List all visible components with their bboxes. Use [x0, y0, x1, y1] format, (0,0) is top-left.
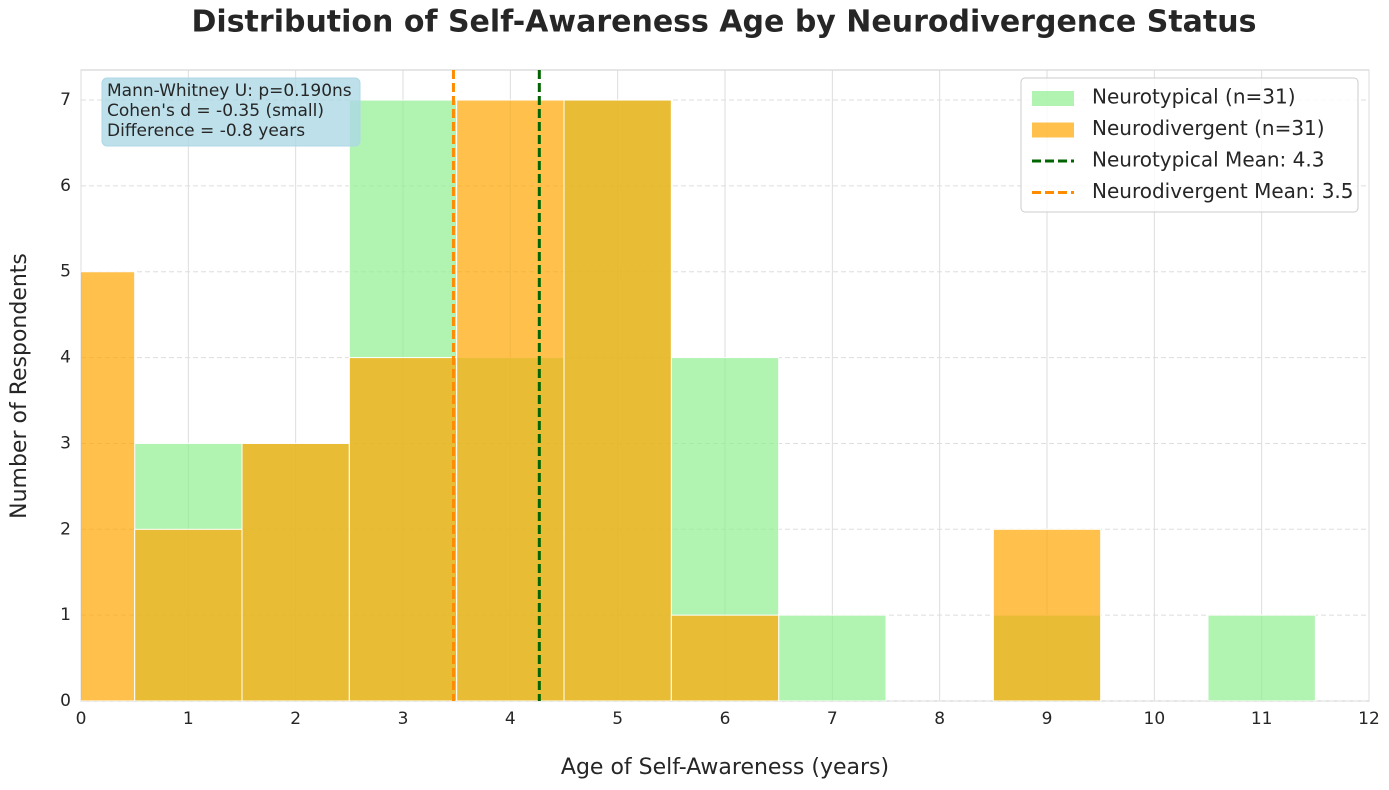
bar: [456, 99, 565, 701]
x-tick-label: 2: [290, 709, 301, 729]
y-tick-label: 0: [60, 691, 71, 711]
legend-label: Neurodivergent (n=31): [1092, 116, 1325, 140]
annotation-text: Cohen's d = -0.35 (small): [107, 101, 324, 121]
x-tick-label: 10: [1144, 709, 1166, 729]
bar: [81, 271, 136, 701]
x-tick-label: 9: [1042, 709, 1053, 729]
annotation-text: Mann-Whitney U: p=0.190ns: [107, 81, 352, 101]
bar: [348, 357, 458, 701]
y-tick-label: 4: [60, 348, 71, 368]
y-tick-label: 1: [60, 605, 71, 625]
y-tick-label: 5: [60, 262, 71, 282]
bar: [992, 528, 1102, 701]
x-tick-label: 3: [398, 709, 409, 729]
x-tick-label: 1: [183, 709, 194, 729]
chart-title: Distribution of Self-Awareness Age by Ne…: [192, 5, 1257, 40]
x-tick-label: 11: [1251, 709, 1273, 729]
y-tick-label: 3: [60, 433, 71, 453]
legend-swatch: [1032, 122, 1074, 138]
bar: [563, 99, 672, 701]
x-axis-label: Age of Self-Awareness (years): [561, 755, 889, 780]
x-tick-label: 5: [612, 709, 623, 729]
y-axis-label: Number of Respondents: [7, 253, 32, 519]
y-tick-label: 6: [60, 176, 71, 196]
bars: [81, 70, 1316, 701]
bar: [778, 614, 887, 701]
legend-box: [1020, 77, 1359, 213]
annotation-box: [101, 77, 361, 147]
x-tick-label: 8: [934, 709, 945, 729]
x-tick-label: 7: [827, 709, 838, 729]
x-tick-label: 6: [720, 709, 731, 729]
y-tick-label: 7: [60, 90, 71, 110]
x-tick-label: 4: [505, 709, 516, 729]
x-tick-label: 12: [1358, 709, 1380, 729]
bar: [670, 614, 780, 701]
bar: [1207, 614, 1316, 701]
bar: [134, 528, 243, 701]
bar: [241, 442, 350, 701]
annotation-text: Difference = -0.8 years: [107, 121, 305, 141]
legend-label: Neurotypical Mean: 4.3: [1092, 148, 1324, 172]
y-tick-label: 2: [60, 519, 71, 539]
legend-label: Neurotypical (n=31): [1092, 85, 1296, 109]
legend-label: Neurodivergent Mean: 3.5: [1092, 179, 1354, 203]
legend-swatch: [1032, 91, 1074, 106]
x-tick-label: 0: [76, 709, 87, 729]
